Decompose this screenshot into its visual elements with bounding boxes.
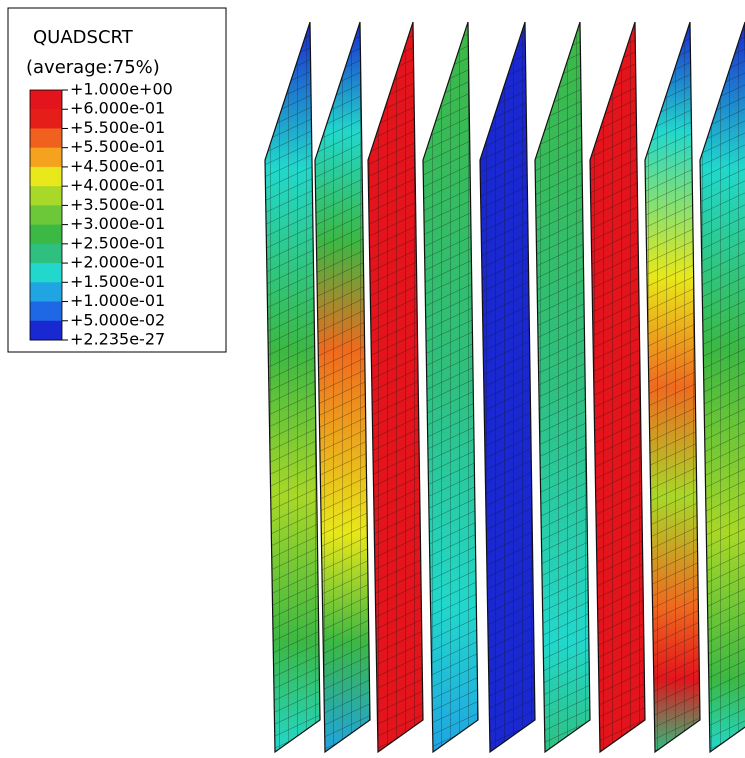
legend-label: +4.500e-01 bbox=[70, 156, 165, 175]
legend-band bbox=[30, 148, 62, 168]
legend-label: +5.500e-01 bbox=[70, 118, 165, 137]
legend-label: +1.000e-01 bbox=[70, 291, 165, 310]
legend-band bbox=[30, 109, 62, 129]
legend-label: +5.500e-01 bbox=[70, 137, 165, 156]
legend-band bbox=[30, 321, 62, 341]
legend-band bbox=[30, 263, 62, 283]
legend-subtitle: (average:75%) bbox=[26, 57, 160, 78]
legend-band bbox=[30, 282, 62, 302]
page: {"legend": { "title": "QUADSCRT", "subti… bbox=[0, 0, 745, 754]
legend-label: +4.000e-01 bbox=[70, 176, 165, 195]
legend-band bbox=[30, 90, 62, 110]
legend-label: +6.000e-01 bbox=[70, 99, 165, 118]
legend-label: +3.000e-01 bbox=[70, 214, 165, 233]
legend-band bbox=[30, 205, 62, 225]
legend-label: +2.235e-27 bbox=[70, 330, 165, 349]
legend-label: +2.500e-01 bbox=[70, 233, 165, 252]
legend-band bbox=[30, 167, 62, 187]
plies bbox=[265, 22, 745, 752]
viewport: QUADSCRT (average:75%) +1.000e+00+6.000e… bbox=[0, 0, 745, 754]
legend-label: +1.500e-01 bbox=[70, 272, 165, 291]
legend-title: QUADSCRT bbox=[33, 27, 134, 48]
legend-band bbox=[30, 186, 62, 206]
legend-label: +5.000e-02 bbox=[70, 310, 165, 329]
legend-band bbox=[30, 244, 62, 264]
legend-band bbox=[30, 225, 62, 245]
ply-mesh bbox=[700, 22, 745, 752]
legend: +1.000e+00+6.000e-01+5.500e-01+5.500e-01… bbox=[30, 80, 173, 349]
legend-label: +1.000e+00 bbox=[70, 80, 173, 99]
legend-label: +3.500e-01 bbox=[70, 195, 165, 214]
legend-band bbox=[30, 302, 62, 322]
legend-label: +2.000e-01 bbox=[70, 253, 165, 272]
legend-band bbox=[30, 128, 62, 148]
